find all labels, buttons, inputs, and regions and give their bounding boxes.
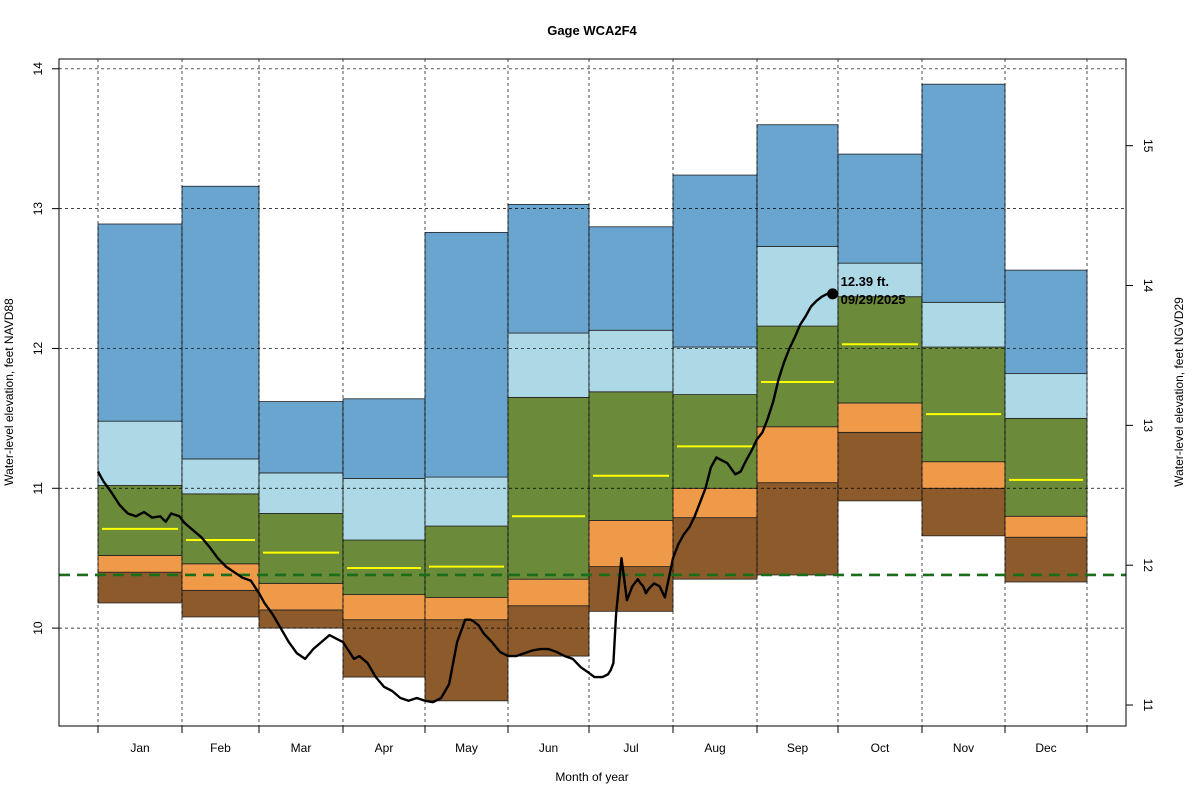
- x-tick-label-jun: Jun: [539, 741, 558, 755]
- band-jan-4: [97, 223, 183, 422]
- band-aug-4: [672, 174, 758, 348]
- band-jan-1: [97, 555, 183, 573]
- band-aug-2: [672, 394, 758, 489]
- band-jul-1: [588, 520, 674, 567]
- latest-value-text: 12.39 ft.: [841, 274, 889, 289]
- band-nov-3: [921, 301, 1006, 348]
- band-apr-1: [342, 594, 426, 621]
- y-left-tick-label-10: 10: [31, 621, 45, 635]
- y-right-tick-label-11: 11: [1141, 699, 1155, 712]
- y-right-tick-label-12: 12: [1141, 559, 1155, 573]
- band-mar-1: [258, 582, 344, 611]
- axes: Jan Feb Mar Apr May Jun Jul Aug Sep Oct Nov Dec 10 11…: [31, 62, 1155, 755]
- y-axis-label-left: Water-level elevation, feet NAVD88: [2, 298, 16, 486]
- x-tick-label-apr: Apr: [375, 741, 394, 755]
- band-sep-4: [756, 124, 839, 247]
- band-may-1: [424, 596, 509, 621]
- band-jul-3: [588, 329, 674, 393]
- y-right-tick-label-14: 14: [1141, 279, 1155, 293]
- observed-water-level-line: [96, 292, 836, 704]
- observed-series-group: [96, 292, 836, 704]
- band-nov-2: [921, 346, 1006, 463]
- x-tick-label-nov: Nov: [953, 741, 974, 755]
- x-tick-label-mar: Mar: [291, 741, 312, 755]
- y-right-tick-label-13: 13: [1141, 419, 1155, 433]
- band-feb-4: [181, 185, 260, 460]
- y-axis-label-right: Water-level elevation, feet NGVD29: [1172, 297, 1186, 487]
- band-oct-1: [837, 402, 923, 433]
- band-dec-3: [1004, 373, 1088, 419]
- band-mar-2: [258, 513, 344, 584]
- percentile-bands: [97, 83, 1088, 702]
- x-tick-label-aug: Aug: [704, 741, 725, 755]
- plot-frame: [58, 58, 1127, 727]
- chart-title: Gage WCA2F4: [547, 23, 637, 38]
- band-aug-3: [672, 346, 758, 395]
- band-jan-0: [97, 571, 183, 604]
- band-jul-2: [588, 391, 674, 521]
- band-dec-2: [1004, 417, 1088, 517]
- x-tick-label-dec: Dec: [1035, 741, 1056, 755]
- band-dec-4: [1004, 269, 1088, 375]
- band-nov-1: [921, 461, 1006, 489]
- x-tick-label-sep: Sep: [787, 741, 809, 755]
- band-may-4: [424, 231, 509, 478]
- band-may-3: [424, 476, 509, 527]
- band-dec-1: [1004, 515, 1088, 538]
- band-sep-0: [756, 482, 839, 576]
- y-left-tick-label-13: 13: [31, 202, 45, 216]
- band-oct-3: [837, 262, 923, 298]
- band-jul-4: [588, 226, 674, 331]
- band-feb-2: [181, 493, 260, 565]
- y-left-tick-label-11: 11: [31, 482, 45, 495]
- band-jun-4: [507, 204, 590, 334]
- x-tick-label-jan: Jan: [130, 741, 149, 755]
- x-tick-label-jul: Jul: [623, 741, 638, 755]
- y-left-tick-label-12: 12: [31, 341, 45, 355]
- x-tick-label-oct: Oct: [871, 741, 890, 755]
- band-jun-1: [507, 578, 590, 607]
- band-apr-3: [342, 478, 426, 541]
- band-jun-3: [507, 332, 590, 398]
- x-tick-label-may: May: [455, 741, 478, 755]
- band-feb-0: [181, 589, 260, 618]
- y-right-tick-label-15: 15: [1141, 139, 1155, 153]
- band-oct-2: [837, 296, 923, 404]
- band-sep-1: [756, 426, 839, 484]
- latest-value-marker: [827, 288, 839, 300]
- latest-date-text: 09/29/2025: [841, 292, 906, 307]
- band-jan-2: [97, 485, 183, 556]
- band-mar-4: [258, 401, 344, 474]
- x-axis-label: Month of year: [555, 770, 628, 784]
- band-feb-1: [181, 563, 260, 591]
- grid-lines: [59, 59, 1126, 726]
- y-left-tick-label-14: 14: [31, 62, 45, 76]
- band-apr-4: [342, 398, 426, 479]
- band-aug-1: [672, 487, 758, 519]
- band-aug-0: [672, 517, 758, 580]
- latest-value-annotation: 12.39 ft. 09/29/2025: [827, 274, 906, 307]
- band-nov-4: [921, 83, 1006, 303]
- band-oct-4: [837, 153, 923, 264]
- band-oct-0: [837, 431, 923, 502]
- band-nov-0: [921, 487, 1006, 537]
- band-jan-3: [97, 420, 183, 486]
- x-tick-label-feb: Feb: [210, 741, 231, 755]
- band-may-2: [424, 525, 509, 598]
- band-sep-3: [756, 245, 839, 327]
- median-lines: [102, 343, 1083, 569]
- band-may-0: [424, 619, 509, 702]
- band-jun-0: [507, 605, 590, 657]
- band-mar-3: [258, 472, 344, 514]
